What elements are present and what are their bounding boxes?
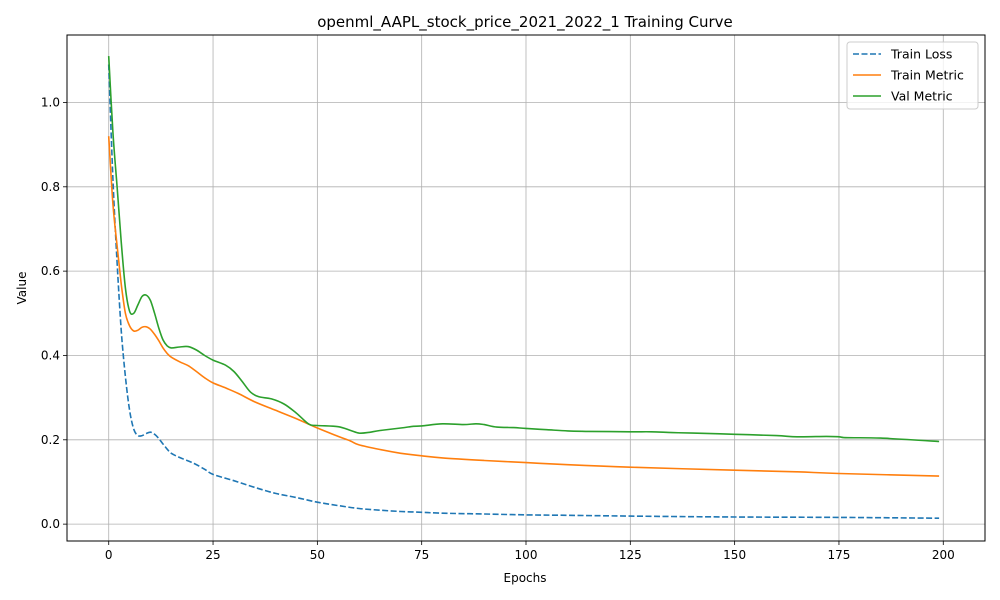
x-tick-label: 175 bbox=[828, 548, 851, 562]
chart-legend: Train Loss Train Metric Val Metric bbox=[846, 41, 979, 110]
legend-label: Train Metric bbox=[890, 68, 964, 83]
grid-lines bbox=[67, 35, 985, 541]
val-metric-line bbox=[107, 56, 940, 443]
legend-label: Val Metric bbox=[891, 89, 953, 104]
y-tick-label: 0.8 bbox=[41, 180, 60, 194]
chart-title: openml_AAPL_stock_price_2021_2022_1 Trai… bbox=[317, 13, 733, 32]
x-tick-label: 50 bbox=[310, 548, 325, 562]
x-tick-label: 75 bbox=[414, 548, 429, 562]
y-tick-label: 0.4 bbox=[41, 348, 60, 362]
series-lines bbox=[107, 56, 940, 519]
x-tick-label: 25 bbox=[205, 548, 220, 562]
y-tick-label: 1.0 bbox=[41, 95, 60, 109]
x-axis-ticks: 0 25 50 75 100 125 150 175 200 bbox=[105, 541, 955, 562]
y-axis-label: Value bbox=[15, 272, 29, 305]
y-tick-label: 0.0 bbox=[41, 517, 60, 531]
x-axis-label: Epochs bbox=[504, 571, 547, 585]
train-loss-line bbox=[107, 64, 940, 519]
x-tick-label: 125 bbox=[619, 548, 642, 562]
x-tick-label: 150 bbox=[723, 548, 746, 562]
train-metric-line bbox=[107, 136, 940, 477]
legend-box bbox=[846, 41, 979, 110]
x-tick-label: 200 bbox=[932, 548, 955, 562]
y-tick-label: 0.6 bbox=[41, 264, 60, 278]
x-tick-label: 100 bbox=[515, 548, 538, 562]
y-tick-label: 0.2 bbox=[41, 433, 60, 447]
x-tick-label: 0 bbox=[105, 548, 113, 562]
legend-label: Train Loss bbox=[890, 47, 952, 62]
y-axis-ticks: 0.0 0.2 0.4 0.6 0.8 1.0 bbox=[41, 95, 67, 531]
